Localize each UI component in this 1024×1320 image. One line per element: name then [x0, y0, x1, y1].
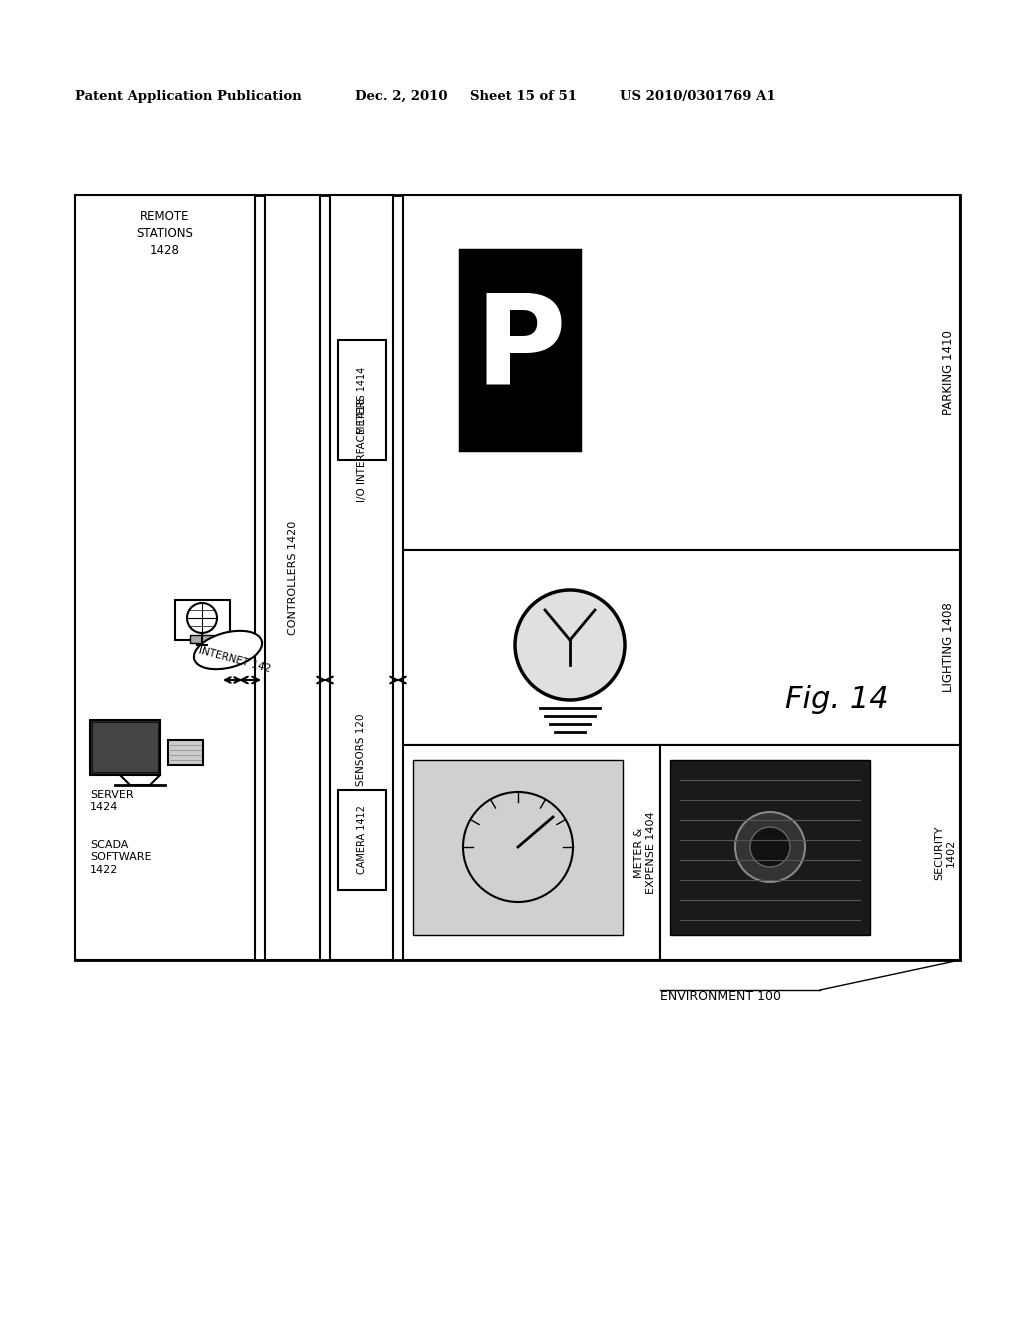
- Text: SCADA
SOFTWARE
1422: SCADA SOFTWARE 1422: [90, 840, 152, 875]
- Circle shape: [750, 828, 790, 867]
- Text: METER &
EXPENSE 1404: METER & EXPENSE 1404: [634, 812, 656, 894]
- Text: METERS 1414: METERS 1414: [357, 367, 367, 434]
- Text: CONTROLLERS 1420: CONTROLLERS 1420: [288, 520, 298, 635]
- Circle shape: [515, 590, 625, 700]
- Text: CAMERA 1412: CAMERA 1412: [357, 805, 367, 874]
- Bar: [265, 195, 319, 960]
- Bar: [660, 744, 961, 960]
- Circle shape: [735, 812, 805, 882]
- Bar: [175, 601, 230, 640]
- Text: Dec. 2, 2010: Dec. 2, 2010: [355, 90, 447, 103]
- Text: SECURITY
1402: SECURITY 1402: [934, 825, 956, 879]
- Bar: [403, 195, 961, 550]
- Bar: [403, 744, 660, 960]
- Text: Sheet 15 of 51: Sheet 15 of 51: [470, 90, 577, 103]
- Text: PARKING 1410: PARKING 1410: [941, 330, 954, 414]
- Text: US 2010/0301769 A1: US 2010/0301769 A1: [620, 90, 775, 103]
- Bar: [670, 760, 870, 935]
- Text: ENVIRONMENT 100: ENVIRONMENT 100: [660, 990, 781, 1003]
- Text: LIGHTING 1408: LIGHTING 1408: [941, 603, 954, 693]
- Bar: [168, 741, 203, 766]
- Text: P: P: [474, 289, 566, 411]
- Bar: [190, 635, 214, 643]
- Bar: [460, 249, 580, 450]
- Text: REMOTE
STATIONS
1428: REMOTE STATIONS 1428: [136, 210, 194, 257]
- Bar: [338, 341, 386, 459]
- Text: Patent Application Publication: Patent Application Publication: [75, 90, 302, 103]
- Bar: [403, 550, 961, 744]
- Text: SENSORS 120: SENSORS 120: [356, 714, 367, 787]
- Bar: [75, 195, 255, 960]
- Bar: [75, 195, 961, 960]
- Bar: [330, 195, 393, 960]
- Text: I/O INTERFACE 1418: I/O INTERFACE 1418: [356, 397, 367, 502]
- Text: INTERNET 142: INTERNET 142: [198, 645, 272, 675]
- Text: SERVER
1424: SERVER 1424: [90, 789, 133, 812]
- Text: Fig. 14: Fig. 14: [785, 685, 889, 714]
- Circle shape: [187, 603, 217, 634]
- Bar: [90, 719, 160, 775]
- Bar: [338, 789, 386, 890]
- Ellipse shape: [194, 631, 262, 669]
- Bar: [413, 760, 623, 935]
- Bar: [92, 722, 158, 772]
